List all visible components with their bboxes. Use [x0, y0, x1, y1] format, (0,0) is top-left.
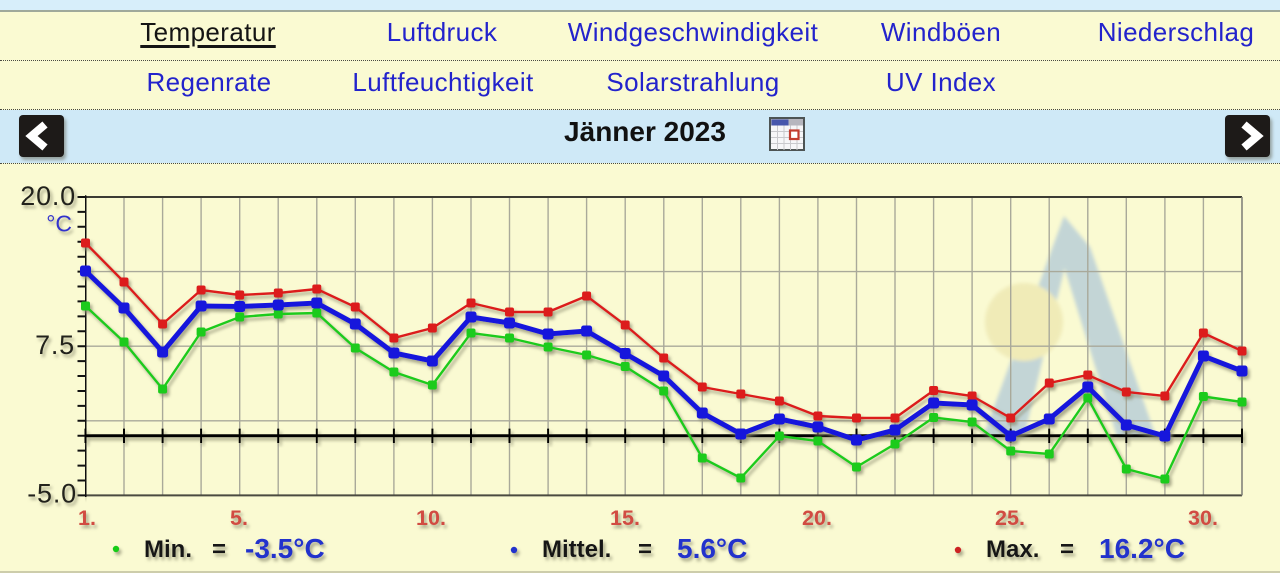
- svg-text:=: =: [1060, 536, 1074, 563]
- svg-text:20.: 20.: [802, 506, 832, 530]
- svg-text:25.: 25.: [995, 506, 1025, 530]
- svg-text:20.0: 20.0: [20, 181, 76, 211]
- svg-text:30.: 30.: [1188, 506, 1218, 530]
- svg-text:1.: 1.: [78, 506, 96, 530]
- svg-text:Mittel.: Mittel.: [542, 536, 611, 563]
- svg-text:5.6°C: 5.6°C: [677, 533, 747, 564]
- svg-text:5.: 5.: [230, 506, 248, 530]
- svg-text:Min.: Min.: [144, 536, 192, 563]
- svg-text:7.5: 7.5: [35, 330, 75, 360]
- svg-text:Max.: Max.: [986, 536, 1039, 563]
- svg-text:=: =: [212, 536, 226, 563]
- svg-text:-5.0: -5.0: [27, 479, 77, 509]
- svg-text:-3.5°C: -3.5°C: [245, 533, 325, 564]
- svg-text:°C: °C: [46, 211, 72, 237]
- svg-text:16.2°C: 16.2°C: [1099, 533, 1185, 564]
- svg-text:10.: 10.: [416, 506, 446, 530]
- svg-text:15.: 15.: [610, 506, 640, 530]
- svg-text:=: =: [638, 536, 652, 563]
